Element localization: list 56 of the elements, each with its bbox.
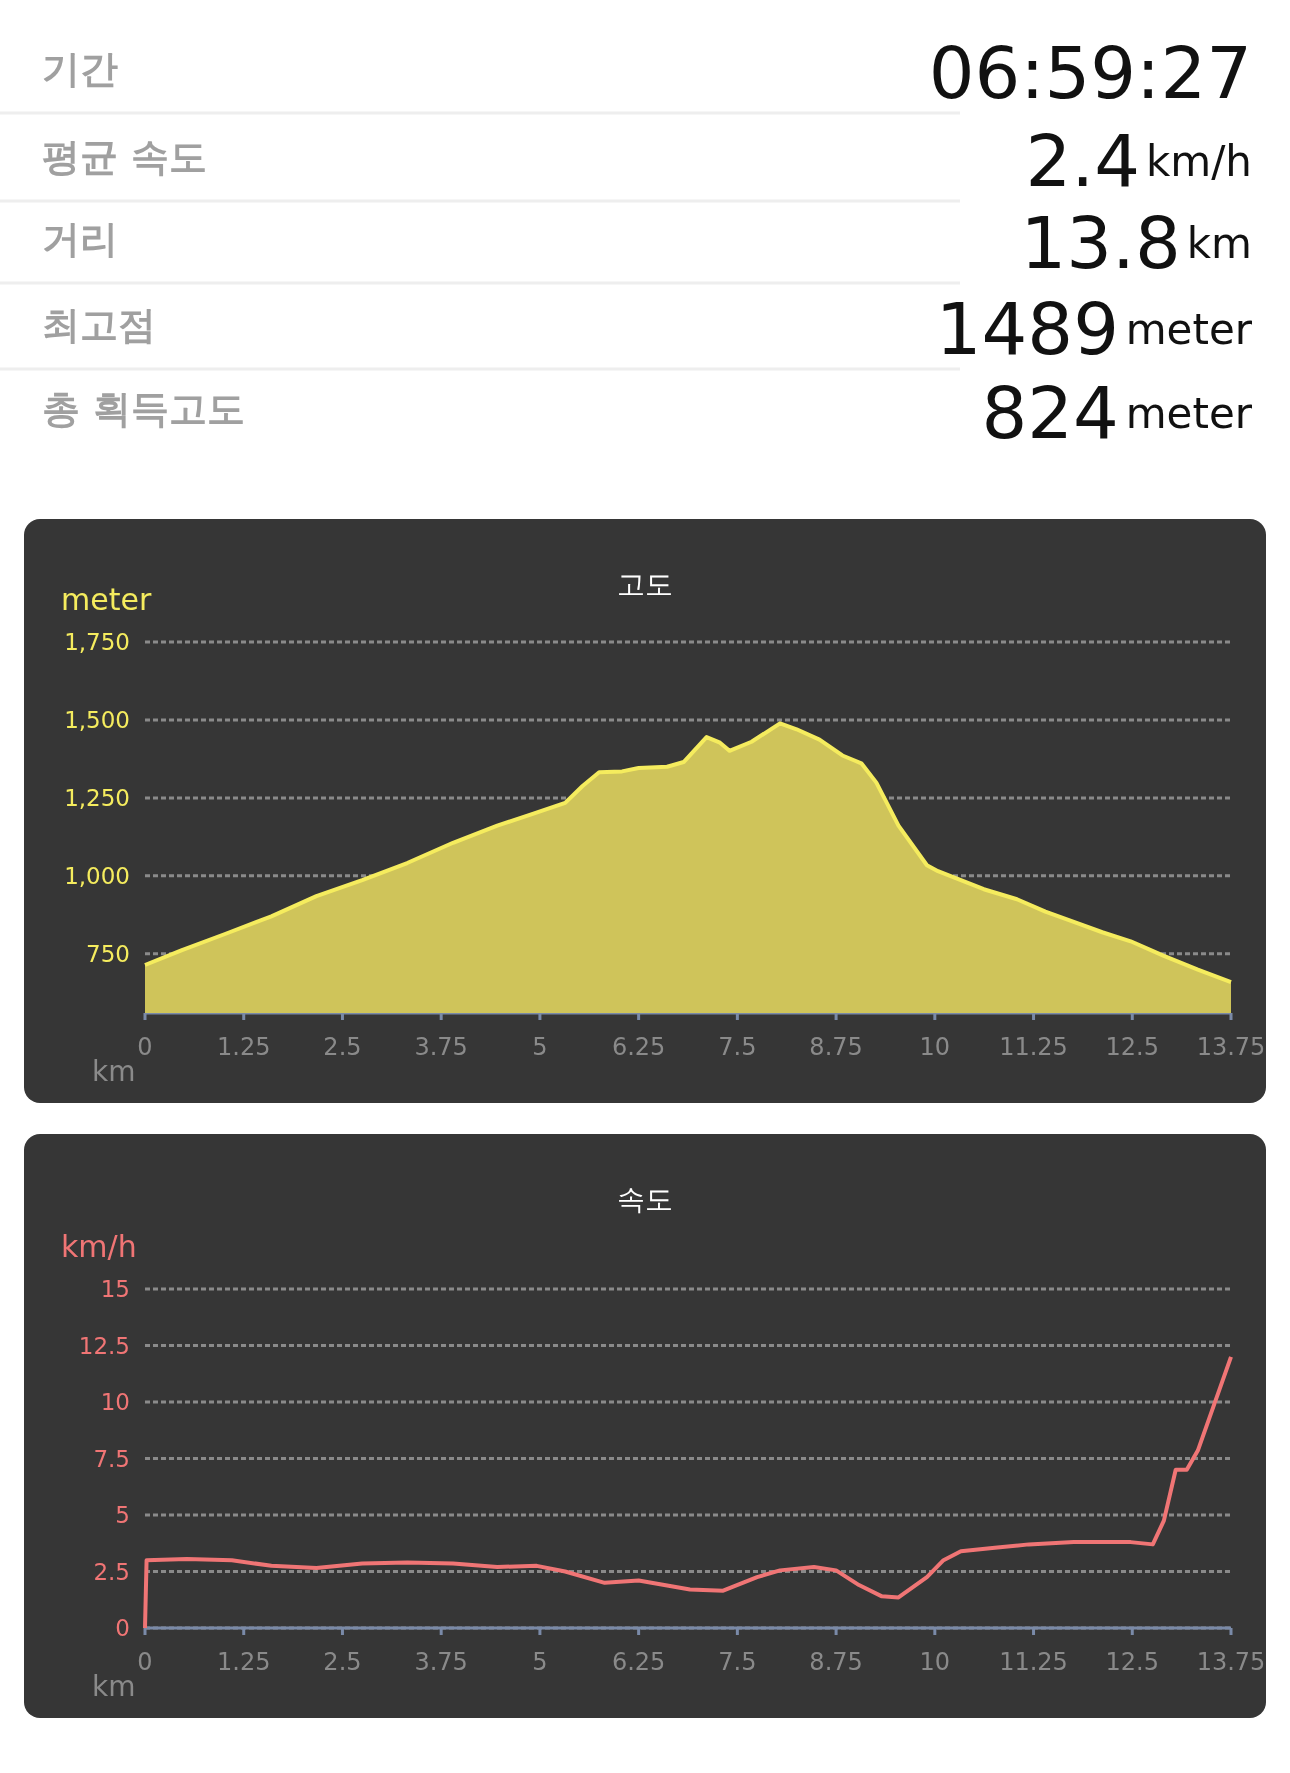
x-tick-label: 7.5 xyxy=(718,1033,757,1061)
x-tick-label: 3.75 xyxy=(414,1648,468,1676)
x-tick-label: 3.75 xyxy=(414,1033,468,1061)
x-tick-label: 0 xyxy=(137,1033,153,1061)
category-label: 최고점 xyxy=(42,303,156,347)
y-tick-label: 1,750 xyxy=(64,629,130,655)
x-axis-title: km xyxy=(92,1670,136,1703)
text: km xyxy=(1186,219,1252,268)
text: 824 xyxy=(981,371,1119,455)
text: 1489 xyxy=(935,287,1119,371)
category-label: 거리 xyxy=(42,217,118,261)
chart-title: 고도 xyxy=(617,568,673,601)
x-tick-label: 0 xyxy=(137,1648,153,1676)
text: 2.4 xyxy=(1025,119,1140,203)
y-tick-label: 5 xyxy=(115,1502,130,1528)
x-tick-label: 6.25 xyxy=(611,1648,666,1676)
x-tick-label: 1.25 xyxy=(217,1648,271,1676)
chart-title: 속도 xyxy=(617,1183,673,1216)
category-label: 기간 xyxy=(42,47,118,91)
y-tick-label: 2.5 xyxy=(93,1558,130,1585)
y-tick-label: 15 xyxy=(100,1276,130,1302)
y-tick-label: 1,000 xyxy=(64,862,130,889)
x-tick-label: 8.75 xyxy=(809,1648,863,1676)
category-label: 총 획득고도 xyxy=(42,387,246,431)
text: meter xyxy=(1125,389,1253,438)
x-tick-label: 11.25 xyxy=(999,1033,1068,1061)
y-tick-label: 0 xyxy=(115,1615,130,1641)
x-tick-label: 6.25 xyxy=(611,1033,666,1061)
x-tick-label: 10 xyxy=(919,1648,951,1676)
x-tick-label: 13.75 xyxy=(1196,1648,1266,1676)
x-tick-label: 5 xyxy=(532,1648,548,1676)
x-tick-label: 2.5 xyxy=(323,1033,362,1061)
y-tick-label: 1,250 xyxy=(64,784,130,811)
text: 06:59:27 xyxy=(928,31,1252,115)
x-tick-label: 10 xyxy=(919,1033,951,1061)
y-axis-title: km/h xyxy=(61,1229,137,1264)
x-tick-label: 5 xyxy=(532,1033,548,1061)
text: 13.8 xyxy=(1020,201,1181,285)
x-tick-label: 2.5 xyxy=(323,1648,362,1676)
y-tick-label: 12.5 xyxy=(78,1332,130,1359)
x-tick-label: 8.75 xyxy=(809,1033,863,1061)
text: meter xyxy=(1125,305,1253,354)
x-tick-label: 7.5 xyxy=(718,1648,757,1676)
y-tick-label: 7.5 xyxy=(93,1445,130,1472)
x-axis-title: km xyxy=(92,1055,136,1088)
x-tick-label: 12.5 xyxy=(1105,1648,1159,1676)
y-tick-label: 10 xyxy=(100,1389,130,1415)
x-tick-label: 12.5 xyxy=(1105,1033,1159,1061)
text: km/h xyxy=(1145,137,1252,186)
category-label: 평균 속도 xyxy=(42,135,208,179)
y-tick-label: 750 xyxy=(86,940,130,967)
x-tick-label: 13.75 xyxy=(1196,1033,1266,1061)
y-axis-title: meter xyxy=(61,582,152,617)
y-tick-label: 1,500 xyxy=(64,706,130,733)
x-tick-label: 1.25 xyxy=(217,1033,271,1061)
x-tick-label: 11.25 xyxy=(999,1648,1068,1676)
